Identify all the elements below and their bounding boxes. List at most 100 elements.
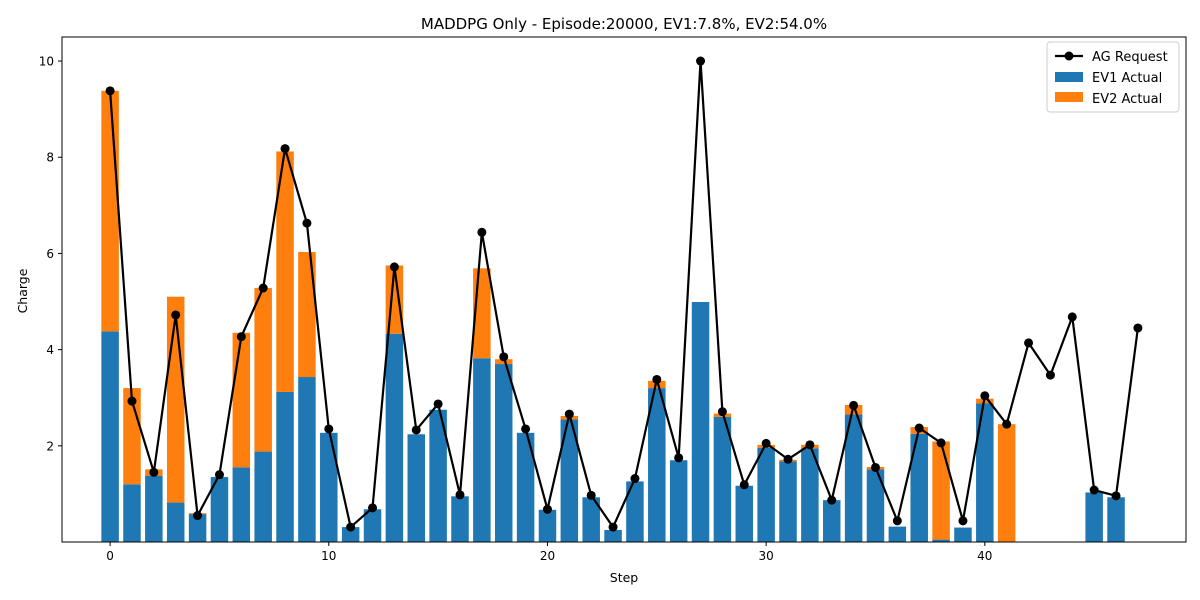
y-axis: 2 4 6 8 10 [39, 55, 62, 453]
ag-request-point [389, 262, 399, 272]
ag-request-point [346, 522, 356, 532]
ag-request-point [1133, 323, 1143, 333]
ag-request-point [280, 144, 290, 154]
ag-request-point [827, 495, 837, 505]
bar-ev2-actual [276, 151, 294, 392]
ag-request-point [542, 504, 552, 514]
bar-ev1-actual [888, 526, 907, 542]
bar-ev1-actual [822, 500, 841, 542]
bar-ev2-actual [101, 90, 119, 332]
ag-request-point [717, 407, 727, 417]
ag-request-point [1089, 485, 1099, 495]
ag-request-point [564, 409, 574, 419]
bar-ev1-actual [385, 333, 404, 542]
ag-request-point [805, 440, 815, 450]
ag-request-point [980, 391, 990, 401]
ag-request-point [105, 86, 115, 96]
bar-ev2-actual [298, 251, 316, 378]
request-line-group [105, 56, 1143, 532]
bar-ev1-actual [582, 497, 600, 542]
ag-request-point [761, 438, 771, 448]
bar-ev1-actual [429, 409, 447, 542]
bar-ev1-actual [866, 469, 885, 542]
y-tick-label: 2 [46, 439, 54, 453]
bar-ev1-actual [801, 448, 819, 542]
ag-request-point [433, 399, 443, 409]
bar-ev2-actual [166, 296, 185, 503]
bar-ev1-actual [932, 539, 950, 542]
bar-ev2-actual [254, 288, 272, 452]
bar-ev1-actual [320, 432, 338, 542]
x-tick-label: 10 [321, 549, 336, 563]
bar-ev1-actual [1085, 492, 1103, 542]
ag-request-point [630, 474, 640, 484]
bar-ev1-actual [735, 485, 754, 542]
bar-ev1-actual [779, 461, 797, 542]
bar-ev1-actual [691, 302, 710, 542]
bar-ev1-actual [254, 451, 272, 542]
ag-request-point [936, 438, 946, 448]
bar-ev1-actual [166, 502, 185, 542]
ag-request-point [214, 470, 224, 480]
ag-request-point [608, 522, 618, 532]
bar-ev1-actual [363, 509, 382, 542]
bar-ev1-actual [210, 477, 229, 542]
bar-ev1-actual [626, 481, 644, 542]
bar-ev2-actual [494, 359, 513, 365]
bar-ev1-actual [648, 388, 666, 542]
bar-ev1-actual [604, 529, 622, 542]
ag-request-point [1111, 491, 1121, 501]
ag-request-point [586, 490, 596, 500]
y-tick-label: 10 [39, 55, 54, 69]
x-tick-label: 20 [540, 549, 555, 563]
y-tick-label: 6 [46, 247, 54, 261]
ag-request-point [302, 218, 312, 228]
bar-ev1-actual [145, 475, 163, 542]
ag-request-point [914, 423, 924, 433]
chart-title: MADDPG Only - Episode:20000, EV1:7.8%, E… [421, 15, 827, 33]
bar-ev1-actual [232, 467, 251, 542]
bar-ev1-actual [494, 364, 513, 542]
bar-ev1-actual [954, 527, 972, 542]
bar-ev1-actual [713, 416, 732, 542]
bar-ev1-actual [844, 414, 863, 542]
legend-label-ag-request: AG Request [1092, 50, 1168, 65]
bar-ev1-actual [123, 484, 141, 542]
bar-ev1-actual [976, 403, 994, 542]
bar-ev1-actual [101, 331, 119, 542]
bar-ev1-actual [407, 434, 426, 542]
ag-request-point [258, 283, 268, 293]
ag-request-point [783, 454, 793, 464]
ag-request-point [193, 511, 203, 521]
legend-label-ev2: EV2 Actual [1092, 92, 1162, 107]
bar-ev1-actual [473, 358, 491, 542]
bar-ev1-actual [451, 496, 469, 542]
ag-request-point [739, 480, 749, 490]
x-axis-label: Step [610, 570, 639, 585]
legend-label-ev1: EV1 Actual [1092, 71, 1162, 86]
legend-swatch-ev2 [1055, 92, 1083, 102]
bar-ev1-actual [669, 460, 688, 542]
bar-ev1-actual [341, 527, 360, 542]
ag-request-point [368, 503, 378, 513]
bar-ev1-actual [538, 509, 557, 542]
bar-ev1-actual [276, 391, 294, 542]
bar-ev1-actual [560, 419, 579, 542]
bar-ev1-actual [1107, 497, 1125, 542]
legend: AG Request EV1 Actual EV2 Actual [1046, 41, 1180, 113]
ag-request-point [674, 453, 684, 463]
ag-request-point [477, 227, 487, 237]
y-tick-label: 4 [46, 343, 54, 357]
y-axis-label: Charge [15, 268, 30, 313]
ag-request-point [1002, 419, 1012, 429]
x-axis: 0 10 20 30 40 [106, 542, 992, 563]
x-tick-label: 0 [106, 549, 114, 563]
bar-ev1-actual [298, 377, 316, 542]
ag-request-point [652, 374, 662, 384]
ag-request-point [521, 424, 531, 434]
bar-ev1-actual [757, 447, 775, 542]
ag-request-point [127, 396, 137, 406]
bar-ev2-actual [997, 424, 1016, 542]
